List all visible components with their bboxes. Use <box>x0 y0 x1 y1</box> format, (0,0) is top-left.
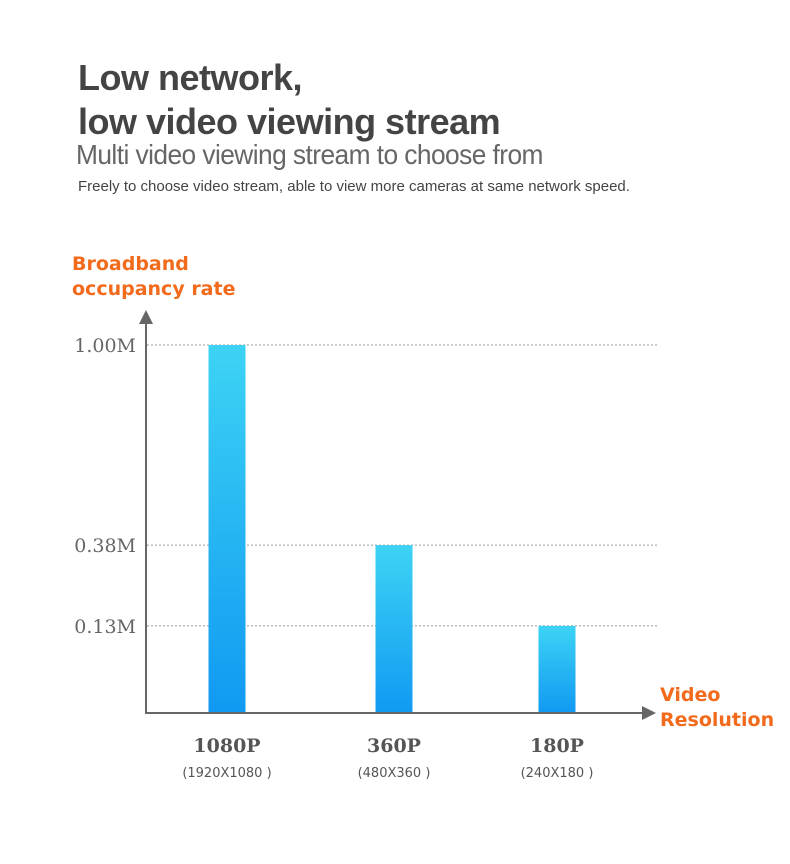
category-detail-label: (480X360 ) <box>358 766 431 781</box>
y-axis-arrow-icon <box>139 310 153 324</box>
bar-1080p <box>209 345 246 713</box>
category-detail-label: (1920X1080 ) <box>182 766 271 781</box>
category-label: 360P <box>367 735 421 757</box>
tick-labels: 1.00M 0.38M 0.13M <box>74 335 136 638</box>
category-label: 1080P <box>193 735 260 757</box>
y-tick-label: 0.38M <box>74 535 136 557</box>
category-labels: 1080P (1920X1080 ) 360P (480X360 ) 180P (240X… <box>182 735 593 781</box>
x-axis-arrow-icon <box>642 706 656 720</box>
bars <box>209 345 576 713</box>
bar-180p <box>539 626 576 713</box>
category-label: 180P <box>530 735 584 757</box>
category-detail-label: (240X180 ) <box>521 766 594 781</box>
bar-360p <box>376 545 413 713</box>
y-tick-label: 0.13M <box>74 616 136 638</box>
y-tick-label: 1.00M <box>74 335 136 357</box>
